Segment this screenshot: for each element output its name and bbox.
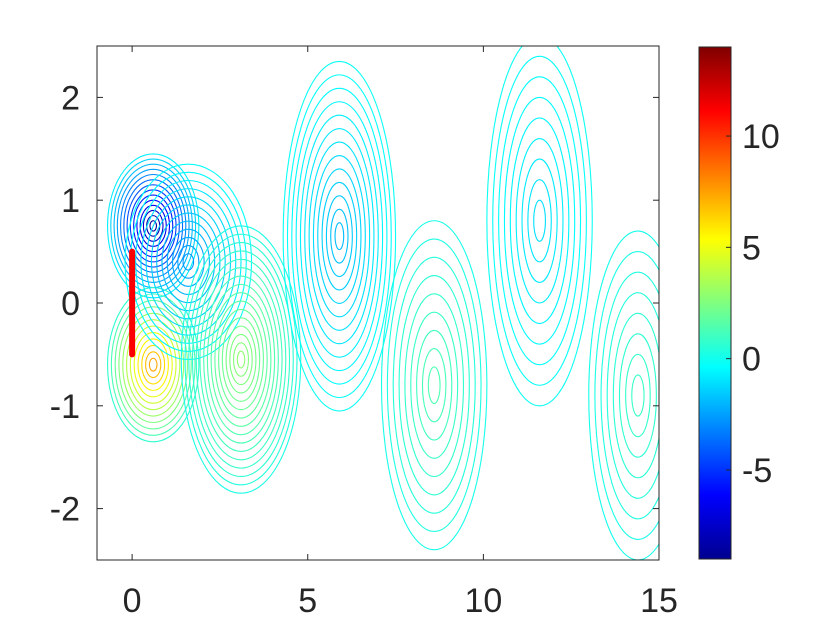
vortex-5-contour <box>312 154 366 318</box>
vortex-7-contour <box>515 137 564 304</box>
vortex-4-contour <box>195 258 287 461</box>
colorbar-tick-label: 0 <box>742 341 761 379</box>
vortex-4-contour <box>225 325 257 394</box>
vortex-8-contour <box>618 333 657 458</box>
vortex-8-contour <box>612 312 659 479</box>
vortex-4-contour <box>214 300 268 419</box>
vortex-1-contour <box>142 209 164 242</box>
vortex-1-contour <box>136 199 171 253</box>
vortex-6-contour <box>421 348 447 423</box>
vortex-1-contour <box>110 158 197 294</box>
vortex-7-contour <box>533 199 546 242</box>
x-tick-label: 10 <box>464 582 502 620</box>
x-tick-label: 15 <box>640 582 678 620</box>
vortex-7-contour <box>498 76 582 366</box>
vortex-6-contour <box>404 293 465 478</box>
x-tick-label: 0 <box>123 582 142 620</box>
y-axis: -2 -1 0 1 2 <box>50 79 659 529</box>
vortex-8-contour <box>631 374 645 417</box>
vortex-2-contour <box>126 319 181 411</box>
vortex-4-contour <box>191 250 291 469</box>
vortex-6-contour <box>410 311 459 459</box>
vortex-2-contour <box>110 293 196 436</box>
vortex-2-contour <box>145 351 162 379</box>
vortex-7-contour <box>492 55 587 386</box>
vortex-3-contour <box>171 236 205 287</box>
vortex-5-contour <box>330 208 349 264</box>
vortex-8-contour <box>594 251 659 540</box>
vortex-8-contour <box>606 292 659 499</box>
vortex-5-contour <box>325 195 353 278</box>
vortex-5-contour <box>295 101 384 372</box>
vortex-1-contour <box>126 184 180 268</box>
vortex-7-contour <box>521 158 558 283</box>
vortex-2-contour <box>141 344 166 385</box>
vortex-2-contour <box>122 312 185 417</box>
vortex-1-contour <box>133 194 174 258</box>
vortex-4-contour <box>180 225 302 494</box>
colorbar-axis: -5 0 5 10 <box>726 118 780 490</box>
vortex-4-contour <box>236 350 246 369</box>
vortex-4-contour <box>221 317 261 402</box>
vortex-5-contour <box>282 60 397 412</box>
vortex-4-contour <box>203 275 279 444</box>
vortex-2-contour <box>106 287 200 443</box>
vortex-1-contour <box>123 179 184 273</box>
vortex-3-contour <box>140 188 237 336</box>
vortex-4-contour <box>184 233 298 486</box>
vortex-2-contour <box>114 299 192 430</box>
vortex-7-contour <box>503 96 576 345</box>
colorbar-tick-label: 10 <box>742 118 780 156</box>
vortex-5-contour <box>304 128 375 345</box>
vortex-1-contour <box>149 220 158 232</box>
vortex-7-contour <box>527 179 552 263</box>
vortex-5-contour <box>291 87 388 385</box>
vortex-3-contour <box>161 220 216 304</box>
vortex-2-contour <box>137 338 169 391</box>
vortex-2-contour <box>129 325 177 404</box>
vortex-1-contour <box>116 168 190 283</box>
y-tick-label: -1 <box>50 388 80 426</box>
vortex-3-contour <box>135 179 242 344</box>
vortex-2-contour <box>118 306 188 424</box>
vortex-8-contour <box>625 353 651 438</box>
contour-lines <box>106 46 659 560</box>
vortex-3-contour <box>182 253 195 271</box>
colorbar <box>698 46 732 560</box>
vortex-7-contour <box>486 46 593 407</box>
vortex-4-contour <box>188 242 294 478</box>
vortex-4-contour <box>206 283 276 436</box>
vortex-4-contour <box>232 342 250 377</box>
vortex-6-contour <box>392 256 476 514</box>
vortex-5-contour <box>317 168 362 304</box>
vortex-6-contour <box>380 220 488 551</box>
vortex-6-contour <box>386 238 482 532</box>
vortex-2-contour <box>148 357 158 372</box>
vortex-5-contour <box>286 74 392 399</box>
vortex-5-contour <box>299 114 379 358</box>
vortex-4-contour <box>210 292 272 427</box>
vortex-5-contour <box>334 222 345 251</box>
colorbar-tick-label: -5 <box>742 452 772 490</box>
x-tick-label: 5 <box>298 582 317 620</box>
y-tick-label: 1 <box>61 182 80 220</box>
vortex-5-contour <box>308 141 371 331</box>
vortex-6-contour <box>416 329 453 441</box>
x-axis: 0 5 10 15 <box>123 46 678 620</box>
vortex-6-contour <box>427 366 441 405</box>
vortex-7-contour <box>509 117 570 325</box>
y-tick-label: 2 <box>61 79 80 117</box>
vortex-4-contour <box>218 308 264 411</box>
y-tick-label: 0 <box>61 285 80 323</box>
vortex-6-contour <box>398 275 470 496</box>
y-tick-label: -2 <box>50 491 80 529</box>
vortex-5-contour <box>321 181 358 291</box>
colorbar-tick-label: 5 <box>742 229 761 267</box>
vortex-8-contour <box>600 271 659 520</box>
vortex-3-contour <box>177 245 200 279</box>
vortex-4-contour <box>229 333 253 386</box>
vortex-4-contour <box>199 267 283 452</box>
